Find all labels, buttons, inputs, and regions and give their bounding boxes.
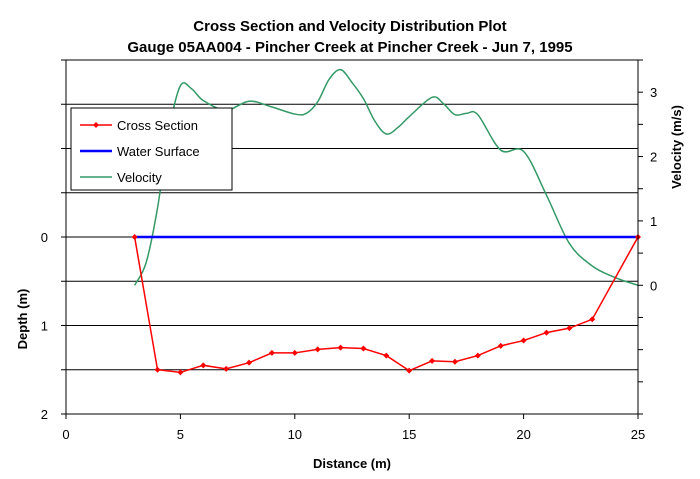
y2-axis-ticks: 0 1 2 3 (638, 59, 657, 415)
data-point-cross-section (589, 316, 596, 323)
x-tick-label: 20 (516, 427, 530, 442)
legend-marker-cross-section (93, 122, 99, 128)
y2-tick-label: 3 (650, 85, 657, 100)
legend-label-velocity: Velocity (117, 170, 162, 185)
x-tick-label: 0 (62, 427, 69, 442)
data-point-cross-section (154, 366, 161, 373)
x-tick-label: 5 (177, 427, 184, 442)
x-tick-label: 10 (288, 427, 302, 442)
data-point-cross-section (291, 349, 298, 356)
x-tick-label: 15 (402, 427, 416, 442)
data-point-cross-section (223, 365, 230, 372)
x-tick-label: 25 (631, 427, 645, 442)
data-point-cross-section (200, 362, 207, 369)
legend-label-cross-section: Cross Section (117, 118, 198, 133)
y2-tick-label: 2 (650, 150, 657, 165)
data-point-cross-section (360, 345, 367, 352)
data-point-cross-section (383, 352, 390, 359)
legend-label-water-surface: Water Surface (117, 144, 200, 159)
y2-tick-label: 1 (650, 214, 657, 229)
y-axis-title: Depth (m) (15, 289, 30, 350)
y-axis-ticks: 0 1 2 (41, 59, 66, 422)
x-axis-ticks: 0 5 10 15 20 25 (62, 414, 645, 442)
legend: Cross Section Water Surface Velocity (70, 107, 233, 191)
data-point-cross-section (177, 369, 184, 376)
data-point-cross-section (246, 359, 253, 366)
x-axis-title: Distance (m) (313, 456, 391, 471)
data-point-cross-section (337, 344, 344, 351)
y-tick-label: 2 (41, 407, 48, 422)
data-point-cross-section (268, 349, 275, 356)
data-point-cross-section (566, 325, 573, 332)
series-line-cross-section (133, 236, 639, 374)
series-layer (131, 68, 641, 376)
data-point-cross-section (314, 346, 321, 353)
y-tick-label: 0 (41, 230, 48, 245)
data-point-cross-section (406, 367, 413, 374)
series-line-velocity (133, 68, 639, 286)
data-point-cross-section (520, 337, 527, 344)
data-point-cross-section (451, 358, 458, 365)
data-point-cross-section (497, 342, 504, 349)
data-point-cross-section (429, 357, 436, 364)
chart-title: Cross Section and Velocity Distribution … (193, 18, 506, 35)
data-point-cross-section (474, 352, 481, 359)
y-tick-label: 1 (41, 319, 48, 334)
data-point-cross-section (131, 234, 138, 240)
data-point-cross-section (543, 329, 550, 336)
y2-tick-label: 0 (650, 278, 657, 293)
y2-axis-title: Velocity (m/s) (669, 105, 684, 189)
chart-subtitle: Gauge 05AA004 - Pincher Creek at Pincher… (127, 39, 572, 56)
